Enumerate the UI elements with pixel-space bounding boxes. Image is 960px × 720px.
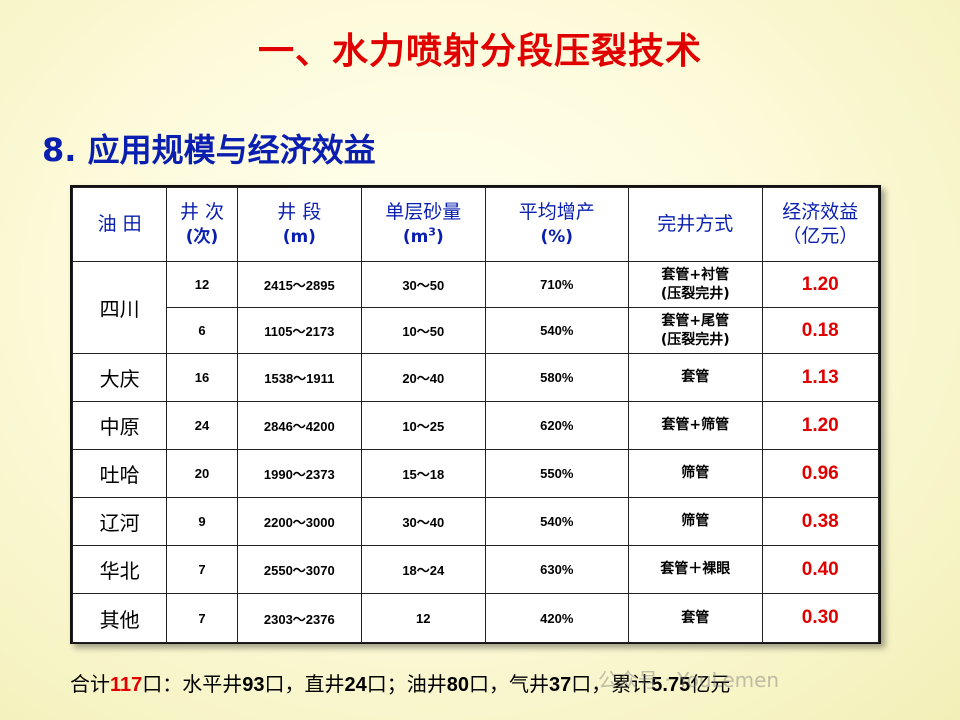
completion-cell: 套管+筛管 — [628, 401, 763, 450]
count-cell: 6 — [166, 307, 238, 354]
count-cell: 7 — [166, 545, 238, 594]
sand-cell: 30～50 — [361, 261, 486, 308]
benefit-cell: 0.96 — [761, 449, 880, 498]
section-subtitle: 8. 应用规模与经济效益 — [42, 131, 376, 169]
field-cell: 辽河 — [71, 497, 168, 546]
field-cell: 华北 — [71, 545, 168, 594]
interval-cell: 2550～3070 — [236, 545, 363, 594]
data-table: 油 田 井 次 (次) 井 段 (m) 单层砂量 (m3) 平均增产 (%) 完井方式 … — [71, 187, 880, 643]
header-increase: 平均增产 (%) — [484, 187, 630, 262]
increase-cell: 710% — [484, 261, 630, 308]
interval-cell: 2200～3000 — [236, 497, 363, 546]
table-row: 辽河 9 2200～3000 30～40 540% 筛管 0.38 — [71, 497, 880, 546]
completion-cell: 套管 — [628, 593, 763, 643]
sand-cell: 15～18 — [361, 449, 486, 498]
table-row: 大庆 16 1538～1911 20～40 580% 套管 1.13 — [71, 353, 880, 402]
completion-cell: 筛管 — [628, 497, 763, 546]
sand-cell: 10～25 — [361, 401, 486, 450]
interval-cell: 2303～2376 — [236, 593, 363, 643]
header-completion: 完井方式 — [628, 187, 763, 262]
count-cell: 16 — [166, 353, 238, 402]
horizontal-wells: 93 — [242, 674, 265, 696]
vertical-wells: 24 — [344, 674, 367, 696]
count-cell: 12 — [166, 261, 238, 308]
benefit-cell: 1.13 — [761, 353, 880, 402]
completion-cell: 套管+衬管 (压裂完井) — [628, 261, 763, 308]
table-row: 其他 7 2303～2376 12 420% 套管 0.30 — [71, 593, 880, 643]
cumulative-benefit: 5.75 — [651, 674, 691, 696]
header-row: 油 田 井 次 (次) 井 段 (m) 单层砂量 (m3) 平均增产 (%) 完井方式 … — [71, 187, 880, 262]
increase-cell: 580% — [484, 353, 630, 402]
application-table: 油 田 井 次 (次) 井 段 (m) 单层砂量 (m3) 平均增产 (%) 完井方式 … — [70, 185, 881, 644]
increase-cell: 550% — [484, 449, 630, 498]
count-cell: 9 — [166, 497, 238, 546]
total-wells: 117 — [110, 674, 143, 696]
header-interval: 井 段 (m) — [236, 187, 363, 262]
sand-cell: 12 — [361, 593, 486, 643]
oil-wells: 80 — [446, 674, 470, 696]
increase-cell: 620% — [484, 401, 630, 450]
table-row: 中原 24 2846～4200 10～25 620% 套管+筛管 1.20 — [71, 401, 880, 450]
sand-cell: 20～40 — [361, 353, 486, 402]
field-cell: 吐哈 — [71, 449, 168, 498]
table-row: 四川 12 2415～2895 30～50 710% 套管+衬管 (压裂完井) 1… — [71, 261, 880, 354]
increase-cell: 540% — [484, 307, 630, 354]
interval-cell: 1538～1911 — [236, 353, 363, 402]
benefit-cell: 1.20 — [761, 401, 880, 450]
sand-cell: 30～40 — [361, 497, 486, 546]
sand-cell: 18～24 — [361, 545, 486, 594]
completion-cell: 套管＋裸眼 — [628, 545, 763, 594]
table-row: 华北 7 2550～3070 18～24 630% 套管＋裸眼 0.40 — [71, 545, 880, 594]
interval-cell: 2846～4200 — [236, 401, 363, 450]
interval-cell: 1990～2373 — [236, 449, 363, 498]
benefit-cell: 0.18 — [761, 307, 880, 354]
page-title: 一、水力喷射分段压裂技术 — [257, 31, 702, 72]
gas-wells: 37 — [549, 674, 572, 696]
header-count: 井 次 (次) — [166, 187, 238, 262]
count-cell: 7 — [166, 593, 238, 643]
watermark: 公众号 · YouLemen — [598, 668, 780, 692]
benefit-cell: 0.30 — [761, 593, 880, 643]
benefit-cell: 0.40 — [761, 545, 880, 594]
benefit-cell: 0.38 — [761, 497, 880, 546]
completion-cell: 筛管 — [628, 449, 763, 498]
count-cell: 20 — [166, 449, 238, 498]
summary-footer: 合计117口：水平井93口，直井24口；油井80口，气井37口，累计5.75亿元 — [70, 672, 731, 696]
completion-cell: 套管 — [628, 353, 763, 402]
sand-cell: 10～50 — [361, 307, 486, 354]
table-row: 吐哈 20 1990～2373 15～18 550% 筛管 0.96 — [71, 449, 880, 498]
field-cell: 中原 — [71, 401, 168, 450]
header-sand: 单层砂量 (m3) — [361, 187, 486, 262]
interval-cell: 1105～2173 — [236, 307, 363, 354]
increase-cell: 420% — [484, 593, 630, 643]
field-cell: 四川 — [71, 261, 168, 354]
count-cell: 24 — [166, 401, 238, 450]
benefit-cell: 1.20 — [761, 261, 880, 308]
completion-cell: 套管+尾管 (压裂完井) — [628, 307, 763, 354]
table-row: 6 1105～2173 10～50 540% 套管+尾管 (压裂完井) 0.18 — [73, 307, 880, 354]
field-cell: 大庆 — [71, 353, 168, 402]
field-cell: 其他 — [71, 593, 168, 643]
increase-cell: 540% — [484, 497, 630, 546]
header-benefit: 经济效益 （亿元） — [761, 187, 880, 262]
header-field: 油 田 — [71, 187, 168, 262]
interval-cell: 2415～2895 — [236, 261, 363, 308]
increase-cell: 630% — [484, 545, 630, 594]
